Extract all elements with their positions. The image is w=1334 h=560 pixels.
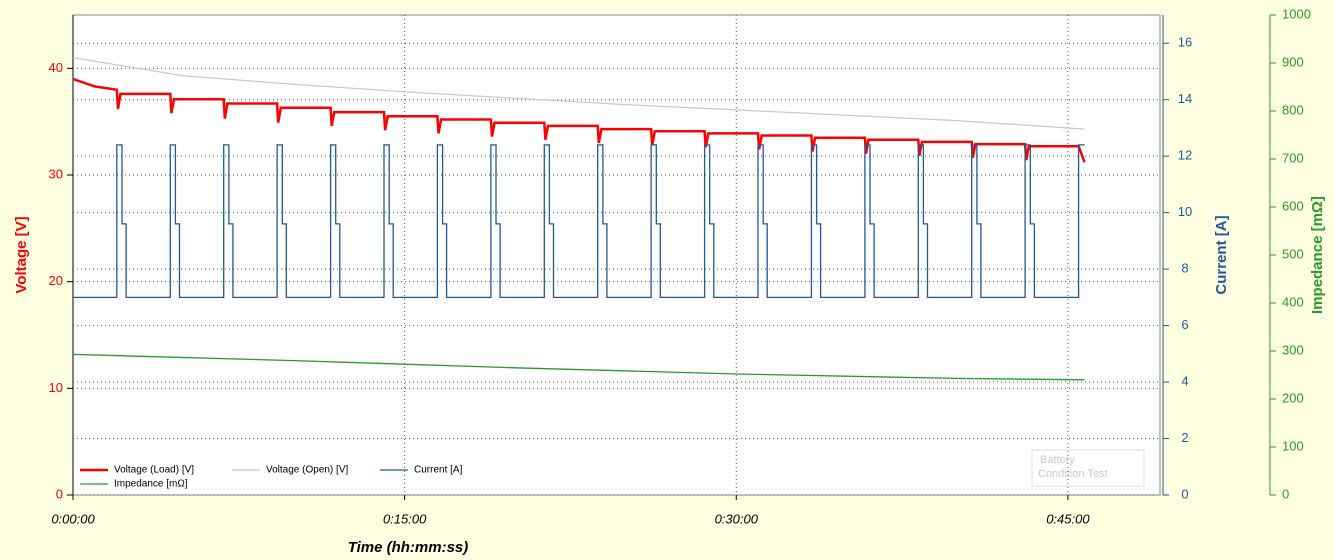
- watermark-box: [1031, 449, 1145, 487]
- y2-tick-label: 16: [1178, 35, 1192, 50]
- legend-label: Impedance [mΩ]: [114, 479, 188, 490]
- y3-tick-label: 800: [1282, 102, 1304, 117]
- legend-label: Voltage (Open) [V]: [266, 465, 348, 476]
- y-tick-label: 10: [49, 380, 63, 395]
- y3-tick-label: 0: [1282, 486, 1289, 501]
- legend-label: Voltage (Load) [V]: [114, 465, 194, 476]
- y-tick-label: 40: [49, 60, 63, 75]
- plot-area: [72, 14, 1161, 496]
- y3-tick-label: 600: [1282, 198, 1304, 213]
- watermark: Condition Test: [1038, 468, 1108, 480]
- y3-tick-label: 900: [1282, 54, 1304, 69]
- y3-axis-label: Impedance [mΩ]: [1309, 196, 1326, 314]
- x-tick-label: 0:15:00: [383, 511, 427, 526]
- y3-tick-label: 500: [1282, 246, 1304, 261]
- y-tick-label: 0: [56, 486, 63, 501]
- y3-tick-label: 700: [1282, 150, 1304, 165]
- series-line: [73, 144, 1085, 299]
- y3-tick-label: 100: [1282, 438, 1304, 453]
- watermark: Battery: [1040, 454, 1075, 466]
- x-axis-label: Time (hh:mm:ss): [348, 539, 469, 556]
- y-axis-label: Voltage [V]: [13, 216, 30, 293]
- y3-tick-label: 200: [1282, 390, 1304, 405]
- y-tick-label: 20: [49, 273, 63, 288]
- y2-tick-label: 12: [1178, 148, 1192, 163]
- y2-tick-label: 2: [1181, 430, 1188, 445]
- x-tick-label: 0:00:00: [51, 511, 95, 526]
- y2-tick-label: 0: [1181, 486, 1188, 501]
- y2-tick-label: 14: [1178, 91, 1192, 106]
- y3-tick-label: 400: [1282, 294, 1304, 309]
- series-line: [72, 353, 1085, 381]
- y2-tick-label: 8: [1181, 261, 1188, 276]
- series-line: [72, 57, 1085, 130]
- y3-tick-label: 300: [1282, 342, 1304, 357]
- y2-tick-label: 6: [1181, 317, 1188, 332]
- y3-tick-label: 1000: [1282, 6, 1311, 21]
- y2-tick-label: 4: [1181, 373, 1188, 388]
- y2-tick-label: 10: [1178, 204, 1192, 219]
- x-tick-label: 0:30:00: [715, 511, 759, 526]
- y2-axis-label: Current [A]: [1213, 215, 1230, 294]
- legend-label: Current [A]: [414, 465, 463, 476]
- y-tick-label: 30: [49, 166, 63, 181]
- x-tick-label: 0:45:00: [1046, 511, 1090, 526]
